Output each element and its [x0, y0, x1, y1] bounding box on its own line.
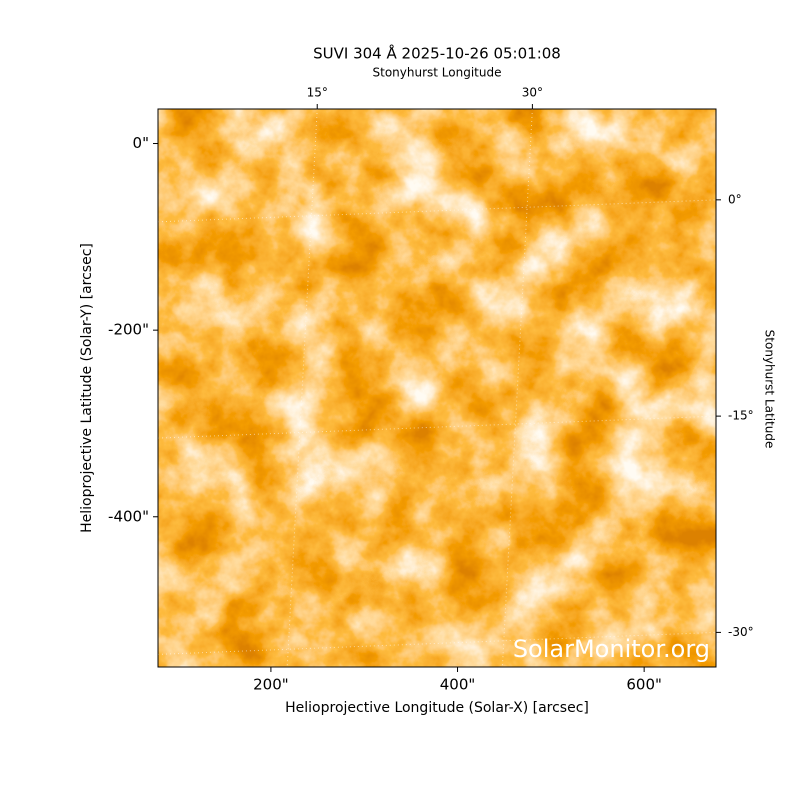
y2-tick-label: 0°: [728, 192, 742, 206]
y-tick-label: -400": [108, 507, 149, 525]
y2-axis-label: Stonyhurst Latitude: [763, 330, 777, 449]
solar-image: [158, 109, 716, 667]
y2-tick-label: -30°: [728, 625, 754, 639]
x2-tick-label: 15°: [307, 86, 328, 100]
chart-title: SUVI 304 Å 2025-10-26 05:01:08: [313, 44, 561, 63]
watermark: SolarMonitor.org: [513, 635, 710, 663]
x2-axis-label: Stonyhurst Longitude: [373, 66, 502, 80]
x-tick-label: 400": [440, 676, 476, 694]
y-tick-label: -200": [108, 321, 149, 339]
x2-tick-label: 30°: [522, 86, 543, 100]
x-axis-label: Helioprojective Longitude (Solar-X) [arc…: [285, 700, 589, 716]
plot-frame: [157, 108, 717, 668]
y-axis-label: Helioprojective Latitude (Solar-Y) [arcs…: [79, 243, 95, 533]
y2-tick-label: -15°: [728, 409, 754, 423]
x-tick-label: 200": [253, 676, 289, 694]
x-tick-label: 600": [626, 676, 662, 694]
y-tick-label: 0": [133, 134, 149, 152]
